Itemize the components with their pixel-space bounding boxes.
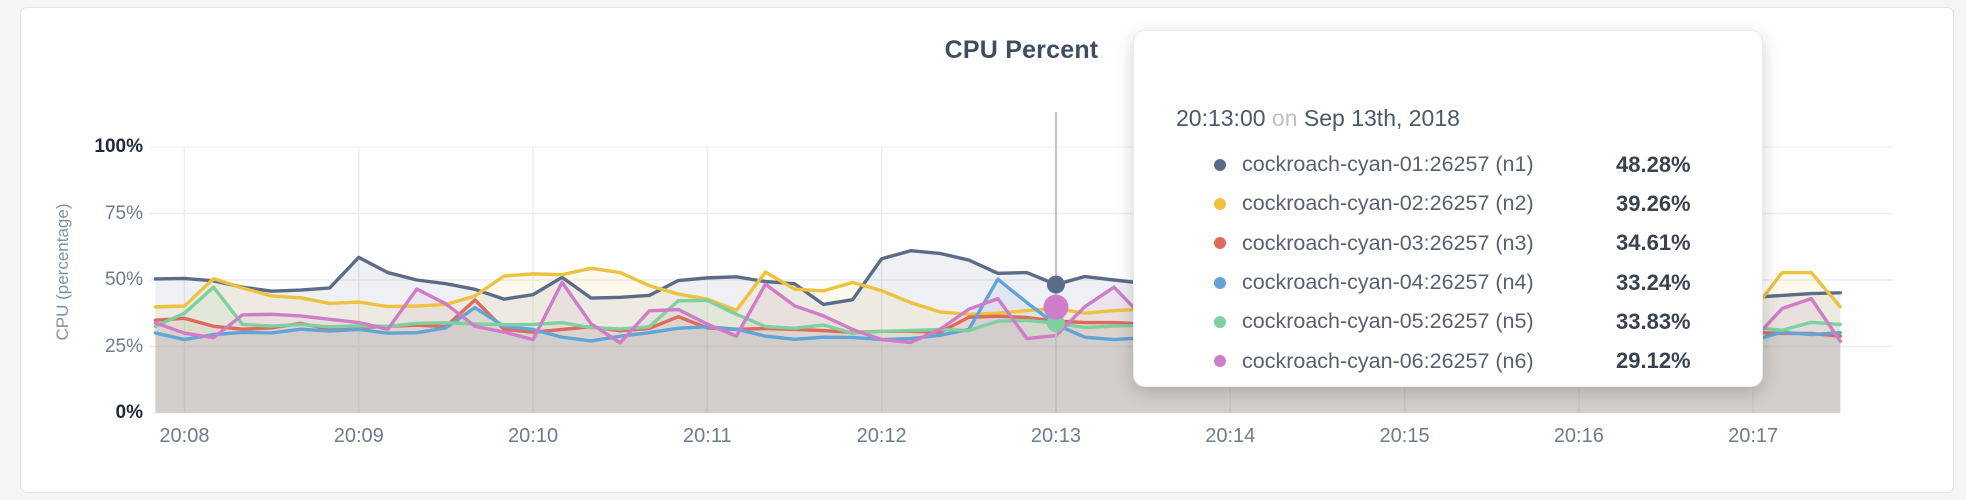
tooltip-node-name: cockroach-cyan-06:26257 (n6) [1242, 348, 1534, 373]
y-tick-50%: 50% [104, 269, 143, 290]
y-tick-0%: 0% [115, 402, 143, 423]
hover-tooltip: 20:13:00 on Sep 13th, 2018 cockroach-cya… [1133, 30, 1763, 387]
x-tick-20:10: 20:10 [508, 425, 559, 447]
y-tick-75%: 75% [104, 202, 143, 224]
tooltip-node-value: 33.24% [1616, 269, 1691, 295]
tooltip-row-n5: cockroach-cyan-05:26257 (n5) 33.83% [1214, 302, 1732, 341]
legend-dot-icon [1214, 158, 1226, 171]
tooltip-node-name: cockroach-cyan-03:26257 (n3) [1242, 230, 1534, 255]
x-tick-20:08: 20:08 [159, 425, 210, 447]
x-tick-20:09: 20:09 [333, 425, 384, 447]
tooltip-row-n2: cockroach-cyan-02:26257 (n2) 39.26% [1214, 184, 1732, 223]
legend-dot-icon [1214, 197, 1226, 210]
x-tick-20:13: 20:13 [1030, 425, 1081, 447]
tooltip-node-name: cockroach-cyan-02:26257 (n2) [1242, 191, 1534, 216]
x-tick-20:16: 20:16 [1553, 425, 1604, 447]
x-tick-20:15: 20:15 [1379, 425, 1430, 447]
tooltip-node-value: 48.28% [1616, 151, 1691, 177]
legend-dot-icon [1214, 355, 1226, 368]
tooltip-row-n3: cockroach-cyan-03:26257 (n3) 34.61% [1214, 224, 1732, 263]
x-tick-20:14: 20:14 [1205, 425, 1256, 447]
x-tick-20:11: 20:11 [683, 425, 732, 447]
y-tick-100%: 100% [94, 136, 143, 157]
tooltip-date: Sep 13th, 2018 [1303, 105, 1460, 131]
hover-dot-n1 [1046, 275, 1065, 294]
tooltip-row-n1: cockroach-cyan-01:26257 (n1) 48.28% [1214, 145, 1732, 184]
tooltip-row-n6: cockroach-cyan-06:26257 (n6) 29.12% [1214, 341, 1732, 380]
tooltip-node-name: cockroach-cyan-05:26257 (n5) [1242, 309, 1534, 334]
tooltip-node-name: cockroach-cyan-04:26257 (n4) [1242, 270, 1534, 295]
tooltip-node-value: 39.26% [1616, 190, 1691, 216]
tooltip-node-value: 33.83% [1616, 308, 1691, 334]
legend-dot-icon [1214, 315, 1226, 328]
hover-dot-n6 [1043, 294, 1069, 320]
tooltip-node-value: 29.12% [1616, 348, 1691, 374]
tooltip-node-name: cockroach-cyan-01:26257 (n1) [1242, 152, 1534, 177]
tooltip-rows: cockroach-cyan-01:26257 (n1) 48.28% cockro… [1214, 145, 1732, 381]
x-tick-20:12: 20:12 [856, 425, 907, 447]
y-tick-25%: 25% [104, 335, 143, 357]
legend-dot-icon [1214, 237, 1226, 250]
x-tick-20:17: 20:17 [1728, 425, 1779, 447]
chart-title: CPU Percent [944, 36, 1099, 64]
tooltip-timestamp: 20:13:00 on Sep 13th, 2018 [1176, 105, 1460, 132]
legend-dot-icon [1214, 276, 1226, 289]
tooltip-row-n4: cockroach-cyan-04:26257 (n4) 33.24% [1214, 263, 1732, 302]
tooltip-node-value: 34.61% [1616, 230, 1691, 256]
tooltip-time: 20:13:00 [1176, 105, 1266, 131]
tooltip-on-word: on [1271, 105, 1298, 131]
